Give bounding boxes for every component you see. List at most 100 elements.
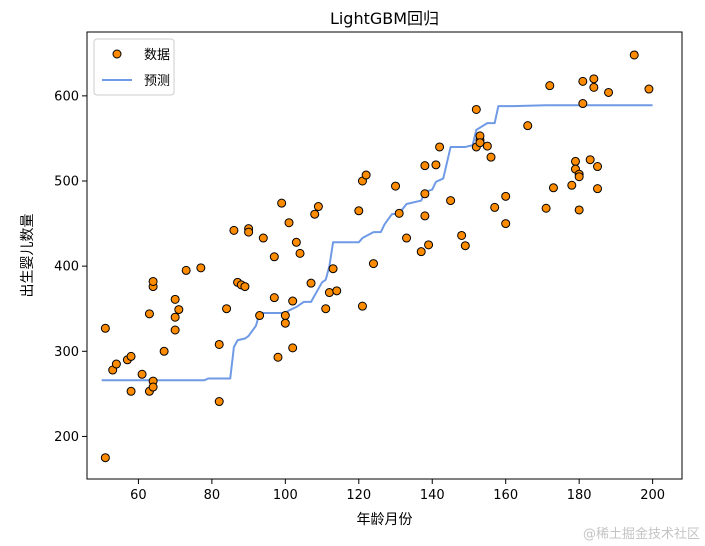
prediction-line-layer bbox=[101, 104, 653, 382]
data-point bbox=[593, 162, 603, 172]
data-point bbox=[170, 325, 180, 335]
data-point bbox=[148, 382, 158, 392]
data-point bbox=[291, 237, 301, 247]
data-point bbox=[214, 339, 224, 349]
data-point bbox=[111, 359, 121, 369]
data-point bbox=[424, 240, 434, 250]
data-point bbox=[170, 312, 180, 322]
x-tick-label: 200 bbox=[640, 488, 665, 503]
data-point bbox=[181, 265, 191, 275]
data-point bbox=[589, 74, 599, 84]
data-point bbox=[255, 311, 265, 321]
data-point bbox=[240, 282, 250, 292]
data-point bbox=[354, 206, 364, 216]
data-point bbox=[196, 263, 206, 273]
data-point bbox=[446, 196, 456, 206]
data-point bbox=[431, 160, 441, 170]
data-point bbox=[578, 76, 588, 86]
data-point bbox=[501, 191, 511, 201]
data-point bbox=[310, 209, 320, 219]
data-point bbox=[148, 276, 158, 286]
prediction-line bbox=[101, 104, 653, 382]
data-point bbox=[402, 233, 412, 243]
y-tick-label: 400 bbox=[54, 260, 79, 275]
y-tick-label: 200 bbox=[54, 430, 79, 445]
data-point bbox=[332, 286, 342, 296]
data-point bbox=[471, 104, 481, 114]
data-point bbox=[435, 142, 445, 152]
data-point bbox=[214, 397, 224, 407]
data-point bbox=[174, 305, 184, 315]
data-point bbox=[490, 202, 500, 212]
data-point bbox=[288, 296, 298, 306]
data-point bbox=[277, 198, 287, 208]
watermark-text: @稀土掘金技术社区 bbox=[583, 526, 700, 542]
legend: 数据 预测 bbox=[93, 38, 175, 96]
legend-label-data: 数据 bbox=[144, 48, 170, 63]
y-axis-ticks: 200 300 400 500 600 bbox=[54, 89, 87, 445]
data-point bbox=[280, 318, 290, 328]
data-point bbox=[126, 351, 136, 361]
data-point bbox=[420, 189, 430, 199]
x-tick-label: 160 bbox=[493, 488, 518, 503]
x-axis-label: 年龄月份 bbox=[357, 512, 413, 528]
data-point bbox=[284, 218, 294, 228]
data-point bbox=[391, 181, 401, 191]
data-point bbox=[574, 205, 584, 215]
data-point bbox=[368, 259, 378, 269]
x-tick-label: 180 bbox=[567, 488, 592, 503]
legend-label-prediction: 预测 bbox=[144, 74, 170, 89]
y-tick-label: 600 bbox=[54, 89, 79, 104]
data-point bbox=[244, 227, 254, 237]
data-point bbox=[574, 172, 584, 182]
x-tick-label: 120 bbox=[346, 488, 371, 503]
data-point bbox=[269, 252, 279, 262]
data-point bbox=[229, 225, 239, 235]
data-point bbox=[313, 202, 323, 212]
x-tick-label: 140 bbox=[420, 488, 445, 503]
data-point bbox=[269, 293, 279, 303]
data-point bbox=[545, 81, 555, 91]
data-point bbox=[567, 180, 577, 190]
data-point bbox=[159, 346, 169, 356]
chart-title: LightGBM回归 bbox=[330, 9, 439, 28]
y-tick-label: 500 bbox=[54, 175, 79, 190]
data-point bbox=[100, 453, 110, 463]
data-point bbox=[222, 304, 232, 314]
data-point bbox=[548, 183, 558, 193]
data-point bbox=[420, 211, 430, 221]
plot-frame bbox=[86, 31, 683, 480]
data-point bbox=[324, 288, 334, 298]
x-tick-label: 60 bbox=[130, 488, 147, 503]
data-point bbox=[170, 294, 180, 304]
data-point bbox=[420, 161, 430, 171]
data-point bbox=[593, 184, 603, 194]
data-point bbox=[273, 352, 283, 362]
data-point bbox=[126, 386, 136, 396]
x-tick-label: 100 bbox=[273, 488, 298, 503]
data-point bbox=[328, 264, 338, 274]
data-point bbox=[460, 241, 470, 251]
data-point bbox=[144, 309, 154, 319]
data-point bbox=[280, 311, 290, 321]
data-point bbox=[482, 141, 492, 151]
data-point bbox=[589, 82, 599, 92]
data-point bbox=[100, 323, 110, 333]
data-point bbox=[604, 87, 614, 97]
data-point bbox=[137, 369, 147, 379]
data-point bbox=[644, 84, 654, 94]
data-points-layer bbox=[100, 50, 654, 463]
x-axis-ticks: 60 80 100 120 140 160 180 200 bbox=[130, 479, 665, 503]
data-point bbox=[585, 155, 595, 165]
data-point bbox=[629, 50, 639, 60]
data-point bbox=[457, 230, 467, 240]
data-point bbox=[523, 121, 533, 131]
data-point bbox=[288, 343, 298, 353]
data-point bbox=[541, 203, 551, 213]
data-point bbox=[321, 304, 331, 314]
data-point bbox=[361, 170, 371, 180]
legend-marker-data bbox=[112, 49, 122, 59]
data-point bbox=[357, 301, 367, 311]
y-tick-label: 300 bbox=[54, 345, 79, 360]
